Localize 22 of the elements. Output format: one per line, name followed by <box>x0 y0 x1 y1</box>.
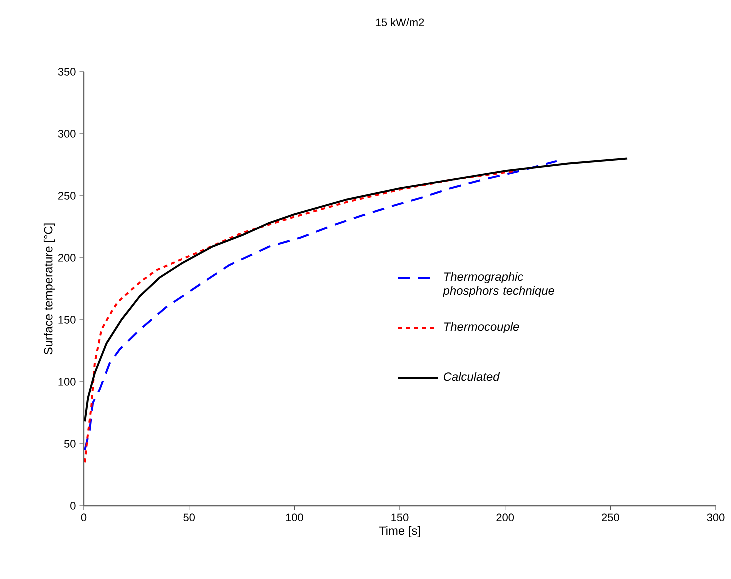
legend-label: Thermographic phosphors technique <box>443 272 554 298</box>
x-tick-label: 250 <box>602 514 620 522</box>
y-tick-label: 100 <box>58 378 76 386</box>
chart-title: 15 kW/m2 <box>376 18 424 26</box>
x-tick-label: 300 <box>707 514 725 522</box>
y-axis-title: Surface temperature [°C] <box>44 224 56 355</box>
y-tick-label: 150 <box>58 316 76 324</box>
x-tick-label: 50 <box>184 514 195 522</box>
y-tick-label: 200 <box>58 254 76 262</box>
x-axis-title: Time [s] <box>379 526 420 538</box>
legend-label: Calculated <box>444 372 500 382</box>
x-tick-label: 200 <box>496 514 514 522</box>
y-tick-label: 350 <box>58 68 76 76</box>
line-series <box>84 160 558 452</box>
x-tick-label: 0 <box>81 514 87 522</box>
y-tick-label: 250 <box>58 192 76 200</box>
y-tick-label: 300 <box>58 130 76 138</box>
y-tick-label: 0 <box>70 502 76 510</box>
legend-label: Thermocouple <box>444 322 520 334</box>
y-tick-label: 50 <box>64 440 76 448</box>
x-tick-label: 150 <box>392 514 409 522</box>
x-tick-label: 100 <box>286 514 304 522</box>
